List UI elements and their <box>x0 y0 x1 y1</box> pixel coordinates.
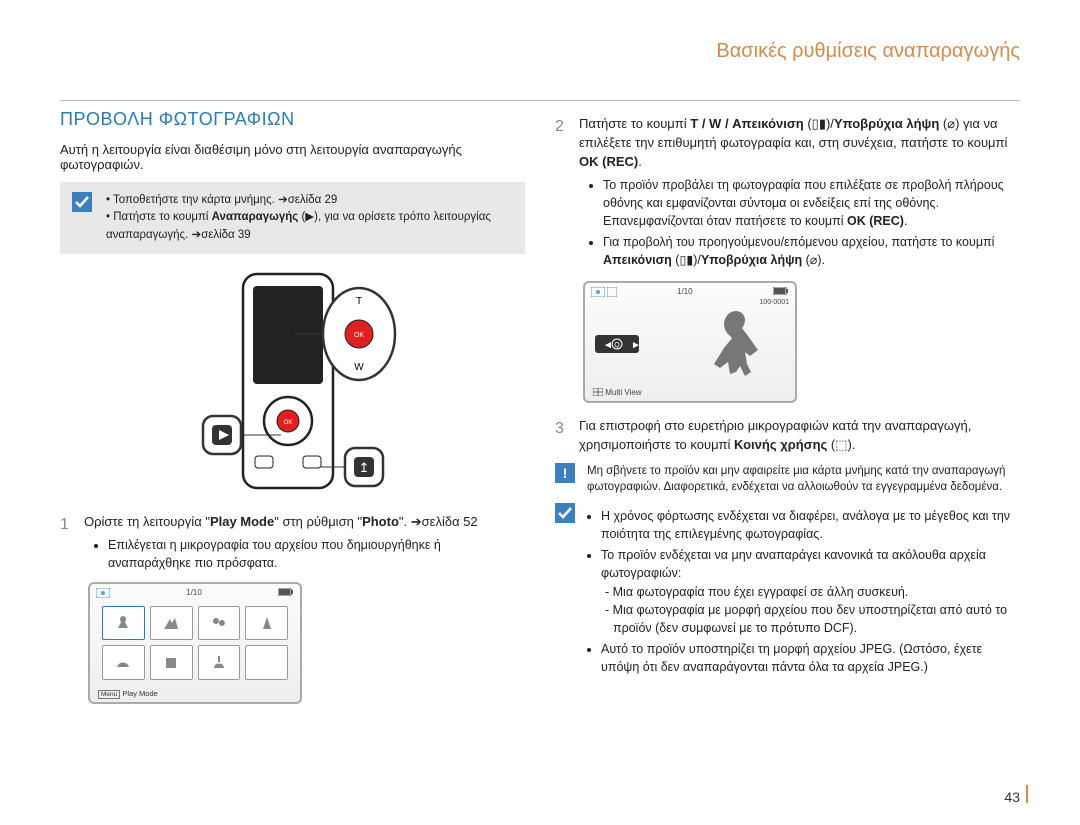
t: (▯▮)/ <box>804 116 834 131</box>
svg-text:Q: Q <box>614 342 620 349</box>
t: Photo <box>362 514 399 529</box>
right-column: 2 Πατήστε το κουμπί T / W / Απεικόνιση (… <box>555 109 1020 710</box>
step-number: 2 <box>555 115 569 273</box>
photo-silhouette <box>701 305 771 385</box>
intro-text: Αυτή η λειτουργία είναι διαθέσιμη μόνο σ… <box>60 142 525 172</box>
page-number: 43 <box>1004 789 1020 805</box>
t: . <box>904 214 907 228</box>
page-number-bar <box>1026 785 1028 803</box>
t: Πατήστε το κουμπί <box>579 116 690 131</box>
section-title: ΠΡΟΒΟΛΗ ΦΩΤΟΓΡΑΦΙΩΝ <box>60 109 525 130</box>
step-number: 1 <box>60 513 74 576</box>
step-2: 2 Πατήστε το κουμπί T / W / Απεικόνιση (… <box>555 115 1020 273</box>
battery-icon <box>773 287 789 297</box>
t: . <box>638 154 642 169</box>
note-line-1: • Τοποθετήστε την κάρτα μνήμης. ➔σελίδα … <box>106 192 511 209</box>
svg-text:◄: ◄ <box>603 340 613 351</box>
t: Για προβολή του προηγούμενου/επόμενου αρ… <box>603 235 994 249</box>
step-body: Πατήστε το κουμπί T / W / Απεικόνιση (▯▮… <box>579 115 1020 273</box>
info-box: Η χρόνος φόρτωσης ενδέχεται να διαφέρει,… <box>555 503 1020 680</box>
screen-thumbnail-view: 1/10 Menu Play Mode <box>88 582 302 704</box>
t: Υποβρύχια λήψη <box>701 253 802 267</box>
svg-text:↥: ↥ <box>358 460 369 475</box>
t: " στη ρύθμιση " <box>274 514 362 529</box>
t: Υποβρύχια λήψη <box>834 116 939 131</box>
note1-text: Τοποθετήστε την κάρτα μνήμης. ➔σελίδα 29 <box>113 194 337 206</box>
two-column-layout: ΠΡΟΒΟΛΗ ΦΩΤΟΓΡΑΦΙΩΝ Αυτή η λειτουργία εί… <box>60 109 1020 710</box>
step-body: Για επιστροφή στο ευρετήριο μικρογραφιών… <box>579 417 1020 455</box>
warning-box: ! Μη σβήνετε το προϊόν και μην αφαιρείτε… <box>555 463 1020 495</box>
thumbnail-5 <box>102 645 145 680</box>
photo-mode-icon <box>96 588 110 600</box>
note-box: • Τοποθετήστε την κάρτα μνήμης. ➔σελίδα … <box>60 182 525 254</box>
thumbnail-grid <box>102 606 288 680</box>
info-dash-2: - Μια φωτογραφία με μορφή αρχείου που δε… <box>601 601 1020 637</box>
thumbnail-8 <box>245 645 288 680</box>
step-body: Ορίστε τη λειτουργία "Play Mode" στη ρύθ… <box>84 513 525 576</box>
step2-bullets: Το προϊόν προβάλει τη φωτογραφία που επι… <box>589 176 1020 270</box>
step-number: 3 <box>555 417 569 455</box>
screen-topbar: 1/10 <box>96 588 294 600</box>
info-bullet-1: Η χρόνος φόρτωσης ενδέχεται να διαφέρει,… <box>601 507 1020 543</box>
battery-icon <box>278 588 294 600</box>
mode-label: Play Mode <box>122 689 157 698</box>
t: Πατήστε το κουμπί <box>113 211 211 223</box>
step2-bullet-1: Το προϊόν προβάλει τη φωτογραφία που επι… <box>603 176 1020 230</box>
svg-text:OK: OK <box>283 420 292 426</box>
t: OK (REC) <box>847 214 904 228</box>
screen-fullscreen-view: 1/10 100-0001 ◄Q► Multi View <box>583 281 797 403</box>
t: Αναπαραγωγής <box>212 211 299 223</box>
info-bullet-3: Αυτό το προϊόν υποστηρίζει τη μορφή αρχε… <box>601 640 1020 676</box>
t: ". ➔σελίδα 52 <box>399 514 478 529</box>
screen-counter: 1/10 <box>186 588 202 600</box>
divider <box>60 100 1020 101</box>
warning-icon: ! <box>555 463 577 495</box>
thumbnail-4 <box>245 606 288 641</box>
menu-badge: Menu <box>98 690 120 699</box>
left-column: ΠΡΟΒΟΛΗ ΦΩΤΟΓΡΑΦΙΩΝ Αυτή η λειτουργία εί… <box>60 109 525 710</box>
info-content: Η χρόνος φόρτωσης ενδέχεται να διαφέρει,… <box>587 503 1020 680</box>
checkmark-icon <box>72 192 92 212</box>
thumbnail-1 <box>102 606 145 641</box>
thumbnail-3 <box>198 606 241 641</box>
thumbnail-6 <box>150 645 193 680</box>
chapter-title: Βασικές ρυθμίσεις αναπαραγωγής <box>60 40 1020 69</box>
step-3: 3 Για επιστροφή στο ευρετήριο μικρογραφι… <box>555 417 1020 455</box>
svg-text:W: W <box>354 362 364 373</box>
camera-illustration: OK OK T W <box>163 266 423 496</box>
screen-bottombar: Menu Play Mode <box>98 689 158 698</box>
screen-counter: 1/10 <box>677 287 693 296</box>
t: OK (REC) <box>579 154 638 169</box>
step1-bullet-1: Επιλέγεται η μικρογραφία του αρχείου που… <box>108 536 525 572</box>
t: Multi View <box>605 388 641 397</box>
warning-text: Μη σβήνετε το προϊόν και μην αφαιρείτε μ… <box>587 463 1020 495</box>
info-dash-1: - Μια φωτογραφία που έχει εγγραφεί σε άλ… <box>601 583 1020 601</box>
svg-text:►: ► <box>631 340 639 351</box>
t: Το προϊόν ενδέχεται να μην αναπαράγει κα… <box>601 548 986 580</box>
step-1: 1 Ορίστε τη λειτουργία "Play Mode" στη ρ… <box>60 513 525 576</box>
nav-overlay: ◄Q ► <box>595 335 639 355</box>
top-left-icons <box>591 287 617 299</box>
thumbnail-7 <box>198 645 241 680</box>
svg-text:T: T <box>355 296 361 307</box>
info-bullet-2: Το προϊόν ενδέχεται να μην αναπαράγει κα… <box>601 546 1020 637</box>
device-figure: OK OK T W <box>60 266 525 499</box>
note-icon <box>555 503 577 680</box>
t: T / W / Απεικόνιση <box>690 116 803 131</box>
t: Κοινής χρήσης <box>734 437 827 452</box>
t: (⌀). <box>802 253 825 267</box>
thumbnail-2 <box>150 606 193 641</box>
t: (⬚). <box>827 437 855 452</box>
svg-text:OK: OK <box>353 332 363 339</box>
t: Ορίστε τη λειτουργία " <box>84 514 210 529</box>
svg-text:!: ! <box>563 465 568 481</box>
note-line-2: • Πατήστε το κουμπί Αναπαραγωγής (▶), γι… <box>106 209 511 244</box>
t: Το προϊόν προβάλει τη φωτογραφία που επι… <box>603 178 1004 228</box>
t: (▯▮)/ <box>672 253 701 267</box>
step1-bullets: Επιλέγεται η μικρογραφία του αρχείου που… <box>94 536 525 572</box>
t: Απεικόνιση <box>603 253 672 267</box>
multiview-label: Multi View <box>593 388 642 397</box>
step2-bullet-2: Για προβολή του προηγούμενου/επόμενου αρ… <box>603 233 1020 269</box>
t: Play Mode <box>210 514 274 529</box>
